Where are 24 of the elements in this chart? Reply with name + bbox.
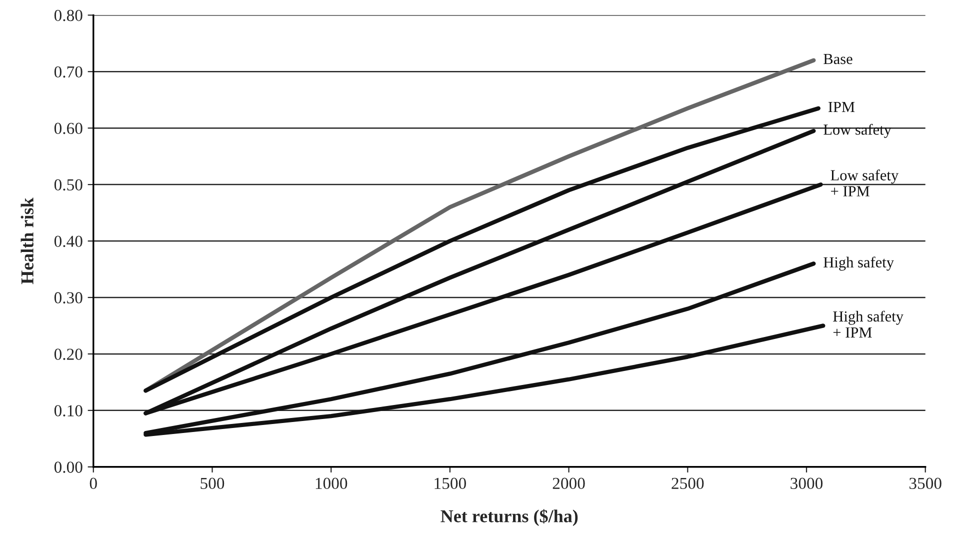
y-tick-label: 0.70 (54, 66, 82, 78)
x-axis-title: Net returns ($/ha) (440, 509, 578, 526)
series-label: High safety (824, 256, 894, 271)
x-tick-label: 2000 (552, 478, 585, 490)
y-tick-label: 0.30 (54, 292, 82, 304)
y-tick-label: 0.60 (54, 122, 82, 134)
series-label: High safety + IPM (833, 310, 904, 338)
x-tick-label: 3500 (909, 478, 942, 490)
series-label: Low safety + IPM (830, 170, 899, 196)
series-label: Base (824, 54, 852, 64)
x-tick-label: 3000 (790, 478, 823, 490)
x-tick-label: 0 (90, 478, 97, 490)
x-tick-label: 1000 (316, 478, 348, 490)
x-tick-label: 1500 (434, 478, 466, 490)
y-tick-label: 0.40 (54, 236, 82, 248)
y-axis-title: Health risk (20, 198, 34, 284)
y-tick-label: 0.00 (54, 462, 82, 473)
x-tick-label: 500 (200, 478, 224, 490)
y-tick-label: 0.80 (54, 10, 82, 22)
y-tick-label: 0.50 (54, 179, 82, 191)
y-tick-label: 0.20 (54, 348, 82, 360)
x-tick-label: 2500 (672, 478, 704, 490)
y-tick-label: 0.10 (54, 405, 82, 416)
series-label: IPM (828, 102, 855, 112)
